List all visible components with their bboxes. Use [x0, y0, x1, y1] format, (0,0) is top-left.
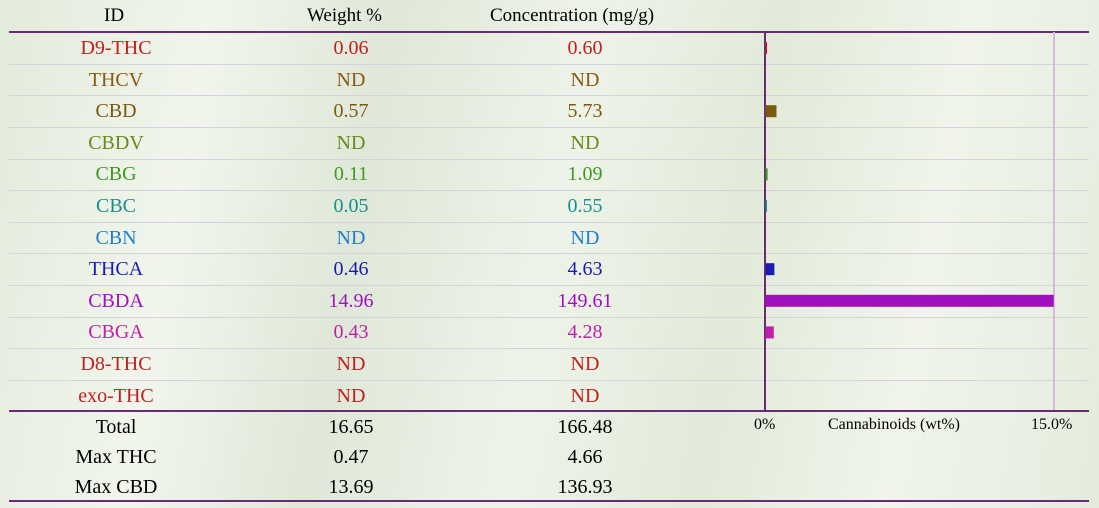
summary-label: Max CBD: [74, 476, 158, 498]
bar-thca: [765, 263, 775, 276]
table-bottom-rule: [9, 410, 1089, 412]
row-divider: [9, 64, 1089, 65]
analyte-name: CBC: [95, 195, 137, 217]
concentration-value: ND: [570, 131, 600, 154]
row-divider: [9, 317, 1089, 318]
bar-cbg: [765, 168, 768, 181]
bar-cbga: [765, 326, 774, 339]
analyte-name: CBDA: [88, 289, 144, 312]
weight-value: 0.05: [333, 195, 369, 217]
weight-value: ND: [336, 226, 366, 249]
summary-label: Max THC: [75, 446, 157, 468]
row-divider: [9, 380, 1089, 381]
bar-cbc: [765, 200, 767, 212]
row-divider: [9, 222, 1089, 223]
concentration-value: 1.09: [567, 163, 603, 186]
concentration-value: ND: [570, 226, 600, 249]
weight-header: Weight %: [307, 5, 382, 26]
concentration-header: Concentration (mg/g): [490, 5, 655, 26]
x-axis-max-label: 15.0%: [1031, 416, 1073, 433]
row-divider: [9, 348, 1089, 349]
weight-value: ND: [336, 68, 366, 91]
weight-value: ND: [336, 353, 366, 375]
concentration-value: 4.28: [567, 321, 603, 344]
analyte-name: CBD: [95, 100, 137, 123]
analyte-name: CBDV: [88, 131, 144, 154]
analyte-name: exo-THC: [78, 384, 154, 407]
analyte-name: D9-THC: [80, 37, 152, 59]
row-divider: [9, 159, 1089, 160]
row-divider: [9, 127, 1089, 128]
header-rule: [9, 31, 1089, 33]
weight-value: 0.06: [333, 37, 369, 59]
summary-label: Total: [95, 416, 137, 438]
row-divider: [9, 95, 1089, 96]
bar-d9-thc: [765, 42, 767, 54]
analyte-name: CBG: [95, 163, 137, 186]
summary-weight: 16.65: [328, 416, 374, 438]
weight-value: 0.43: [333, 321, 369, 344]
analyte-name: THCA: [88, 258, 144, 281]
concentration-value: ND: [570, 68, 600, 91]
concentration-value: 149.61: [557, 289, 613, 312]
row-divider: [9, 285, 1089, 286]
analyte-name: THCV: [88, 68, 144, 91]
concentration-value: 0.60: [567, 37, 603, 59]
analyte-name: CBN: [95, 226, 137, 249]
summary-concentration: 166.48: [557, 416, 613, 438]
concentration-value: 4.63: [567, 258, 603, 281]
concentration-value: ND: [570, 384, 600, 407]
analyte-name: CBGA: [88, 321, 144, 344]
weight-value: 14.96: [328, 289, 374, 312]
weight-value: ND: [336, 131, 366, 154]
summary-weight: 0.47: [333, 446, 369, 468]
id-header: ID: [104, 5, 125, 26]
summary-weight: 13.69: [328, 476, 374, 498]
concentration-value: 5.73: [567, 100, 603, 123]
bar-cbda: [765, 294, 1054, 307]
row-divider: [9, 190, 1089, 191]
summary-concentration: 4.66: [567, 446, 603, 468]
weight-value: 0.46: [333, 258, 369, 281]
weight-value: 0.11: [333, 163, 369, 186]
weight-value: ND: [336, 384, 366, 407]
x-axis-title: Cannabinoids (wt%): [828, 416, 960, 433]
weight-value: 0.57: [333, 100, 369, 123]
bar-cbd: [765, 105, 777, 118]
concentration-value: 0.55: [567, 195, 603, 217]
summary-concentration: 136.93: [557, 476, 613, 498]
summary-bottom-rule: [9, 500, 1089, 502]
concentration-value: ND: [570, 353, 600, 375]
analyte-name: D8-THC: [80, 353, 152, 375]
row-divider: [9, 253, 1089, 254]
x-axis-min-label: 0%: [754, 416, 776, 433]
